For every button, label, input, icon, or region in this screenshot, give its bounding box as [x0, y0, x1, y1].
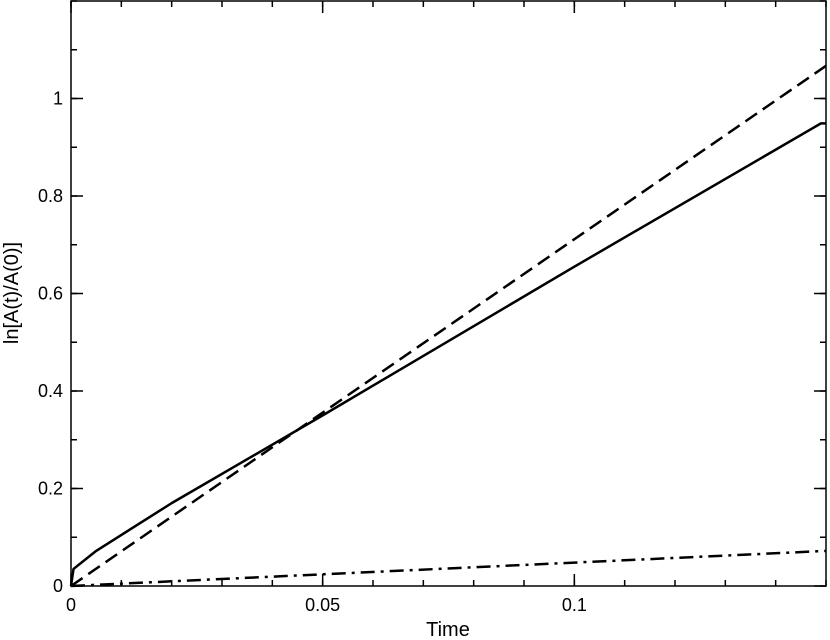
tick-labels: 0 0.05 0.1 0 0.2 0.4 0.6 0.8 1 — [38, 89, 587, 616]
y-tick-label: 0.2 — [38, 479, 63, 499]
series-group — [69, 64, 827, 588]
series-line-solid — [69, 122, 826, 587]
y-tick-label: 0.4 — [38, 381, 63, 401]
x-axis-label: Time — [426, 619, 470, 640]
x-tick-label: 0 — [66, 595, 76, 615]
y-axis-label: ln[A(t)/A(0)] — [1, 242, 23, 344]
plot-frame — [70, 0, 827, 587]
series-line-dashed — [70, 64, 827, 588]
y-tick-label: 0.6 — [38, 284, 63, 304]
y-tick-label: 0 — [53, 576, 63, 596]
x-tick-label: 0.05 — [305, 595, 340, 615]
y-tick-label: 0.8 — [38, 186, 63, 206]
ticks — [70, 0, 827, 587]
y-tick-label: 1 — [53, 89, 63, 109]
series-line-dashdot — [70, 549, 827, 588]
x-tick-label: 0.1 — [562, 595, 587, 615]
